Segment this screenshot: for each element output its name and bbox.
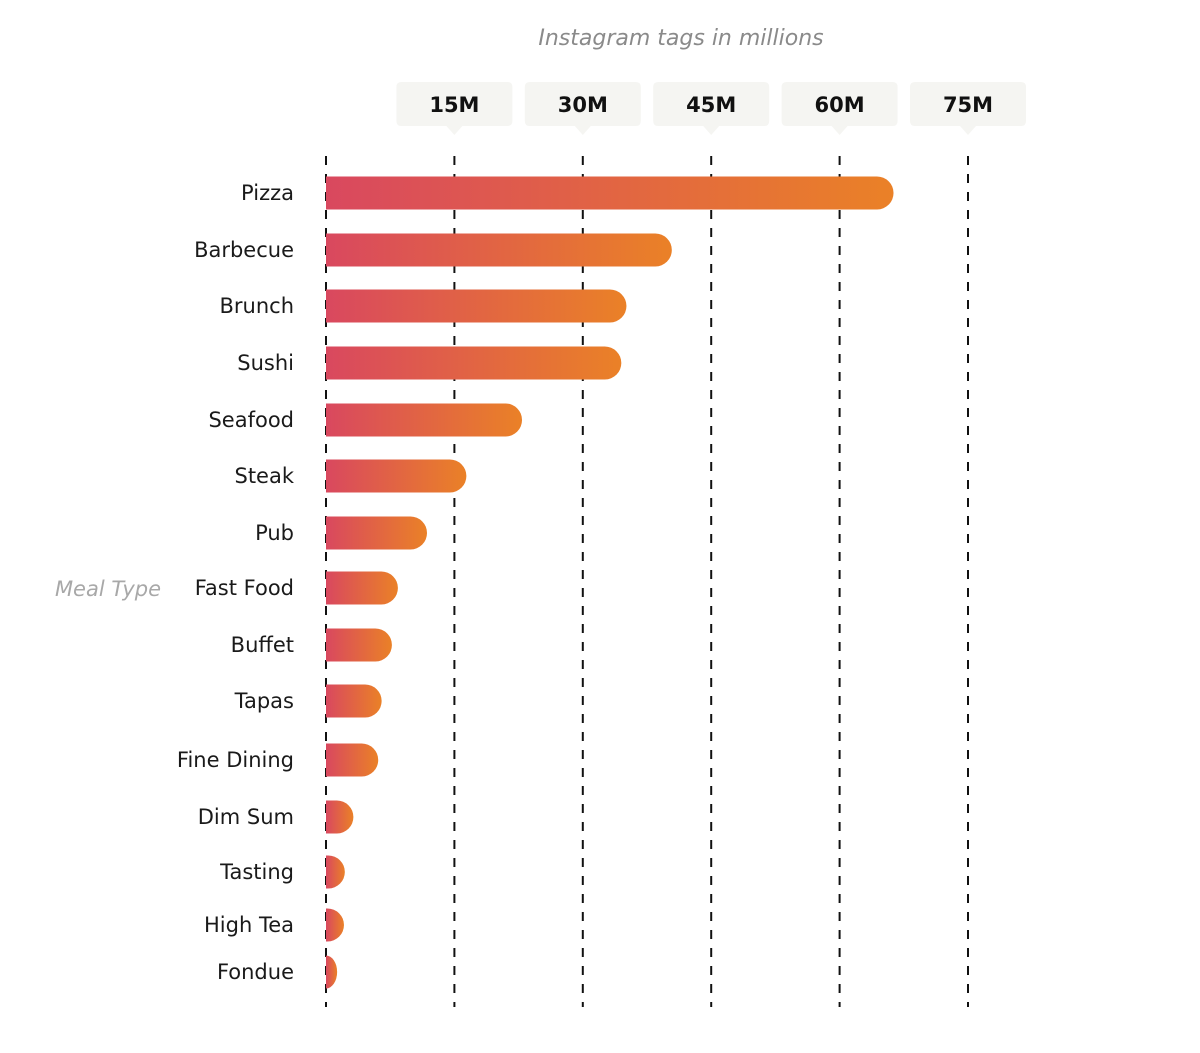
bar-dim-sum [326, 800, 354, 834]
y-axis-title: Meal Type [55, 577, 161, 601]
bar-seafood [326, 403, 523, 437]
bars [326, 176, 894, 989]
x-axis-ticks: 15M 30M 45M 60M 75M [396, 82, 1026, 135]
category-label: Pizza [241, 181, 294, 205]
tick-label: 60M [815, 93, 865, 117]
category-label: Brunch [219, 294, 294, 318]
bar-fondue [326, 955, 338, 989]
category-label: Seafood [208, 408, 294, 432]
category-label: Pub [255, 521, 294, 545]
bar-pub [326, 516, 428, 550]
tick-box [524, 82, 641, 135]
category-label: Tasting [219, 860, 294, 884]
category-label: Fondue [217, 960, 294, 984]
category-label: Barbecue [194, 238, 294, 262]
tick-label: 75M [943, 93, 993, 117]
bar-fast-food [326, 571, 398, 605]
grid-lines [325, 156, 969, 1007]
tick-callout: 30M [524, 82, 641, 135]
tick-callout: 60M [781, 82, 898, 135]
category-label: High Tea [204, 913, 294, 937]
tick-box [653, 82, 770, 135]
category-label: Steak [234, 464, 294, 488]
bar-barbecue [326, 233, 672, 267]
tick-callout: 15M [396, 82, 513, 135]
category-label: Fine Dining [177, 748, 294, 772]
bar-brunch [326, 289, 627, 323]
tick-box [781, 82, 898, 135]
bar-sushi [326, 346, 622, 380]
bar-fine-dining [326, 743, 379, 777]
bar-tapas [326, 684, 382, 718]
category-labels: Pizza Barbecue Brunch Sushi Seafood Steak Pub F… [177, 181, 295, 984]
bar-pizza [326, 176, 894, 210]
bar-high-tea [326, 908, 344, 942]
tick-callout: 75M [910, 82, 1026, 135]
tick-label: 15M [429, 93, 479, 117]
tick-box [396, 82, 513, 135]
bar-buffet [326, 628, 392, 662]
tick-box [910, 82, 1026, 135]
category-label: Sushi [237, 351, 294, 375]
category-label: Tapas [234, 689, 294, 713]
bar-steak [326, 459, 467, 493]
category-label: Fast Food [195, 576, 294, 600]
category-label: Buffet [231, 633, 294, 657]
bar-tasting [326, 855, 345, 889]
tick-callout: 45M [653, 82, 770, 135]
tick-label: 30M [558, 93, 608, 117]
x-axis-title: Instagram tags in millions [538, 26, 823, 51]
tick-label: 45M [686, 93, 736, 117]
category-label: Dim Sum [198, 805, 294, 829]
